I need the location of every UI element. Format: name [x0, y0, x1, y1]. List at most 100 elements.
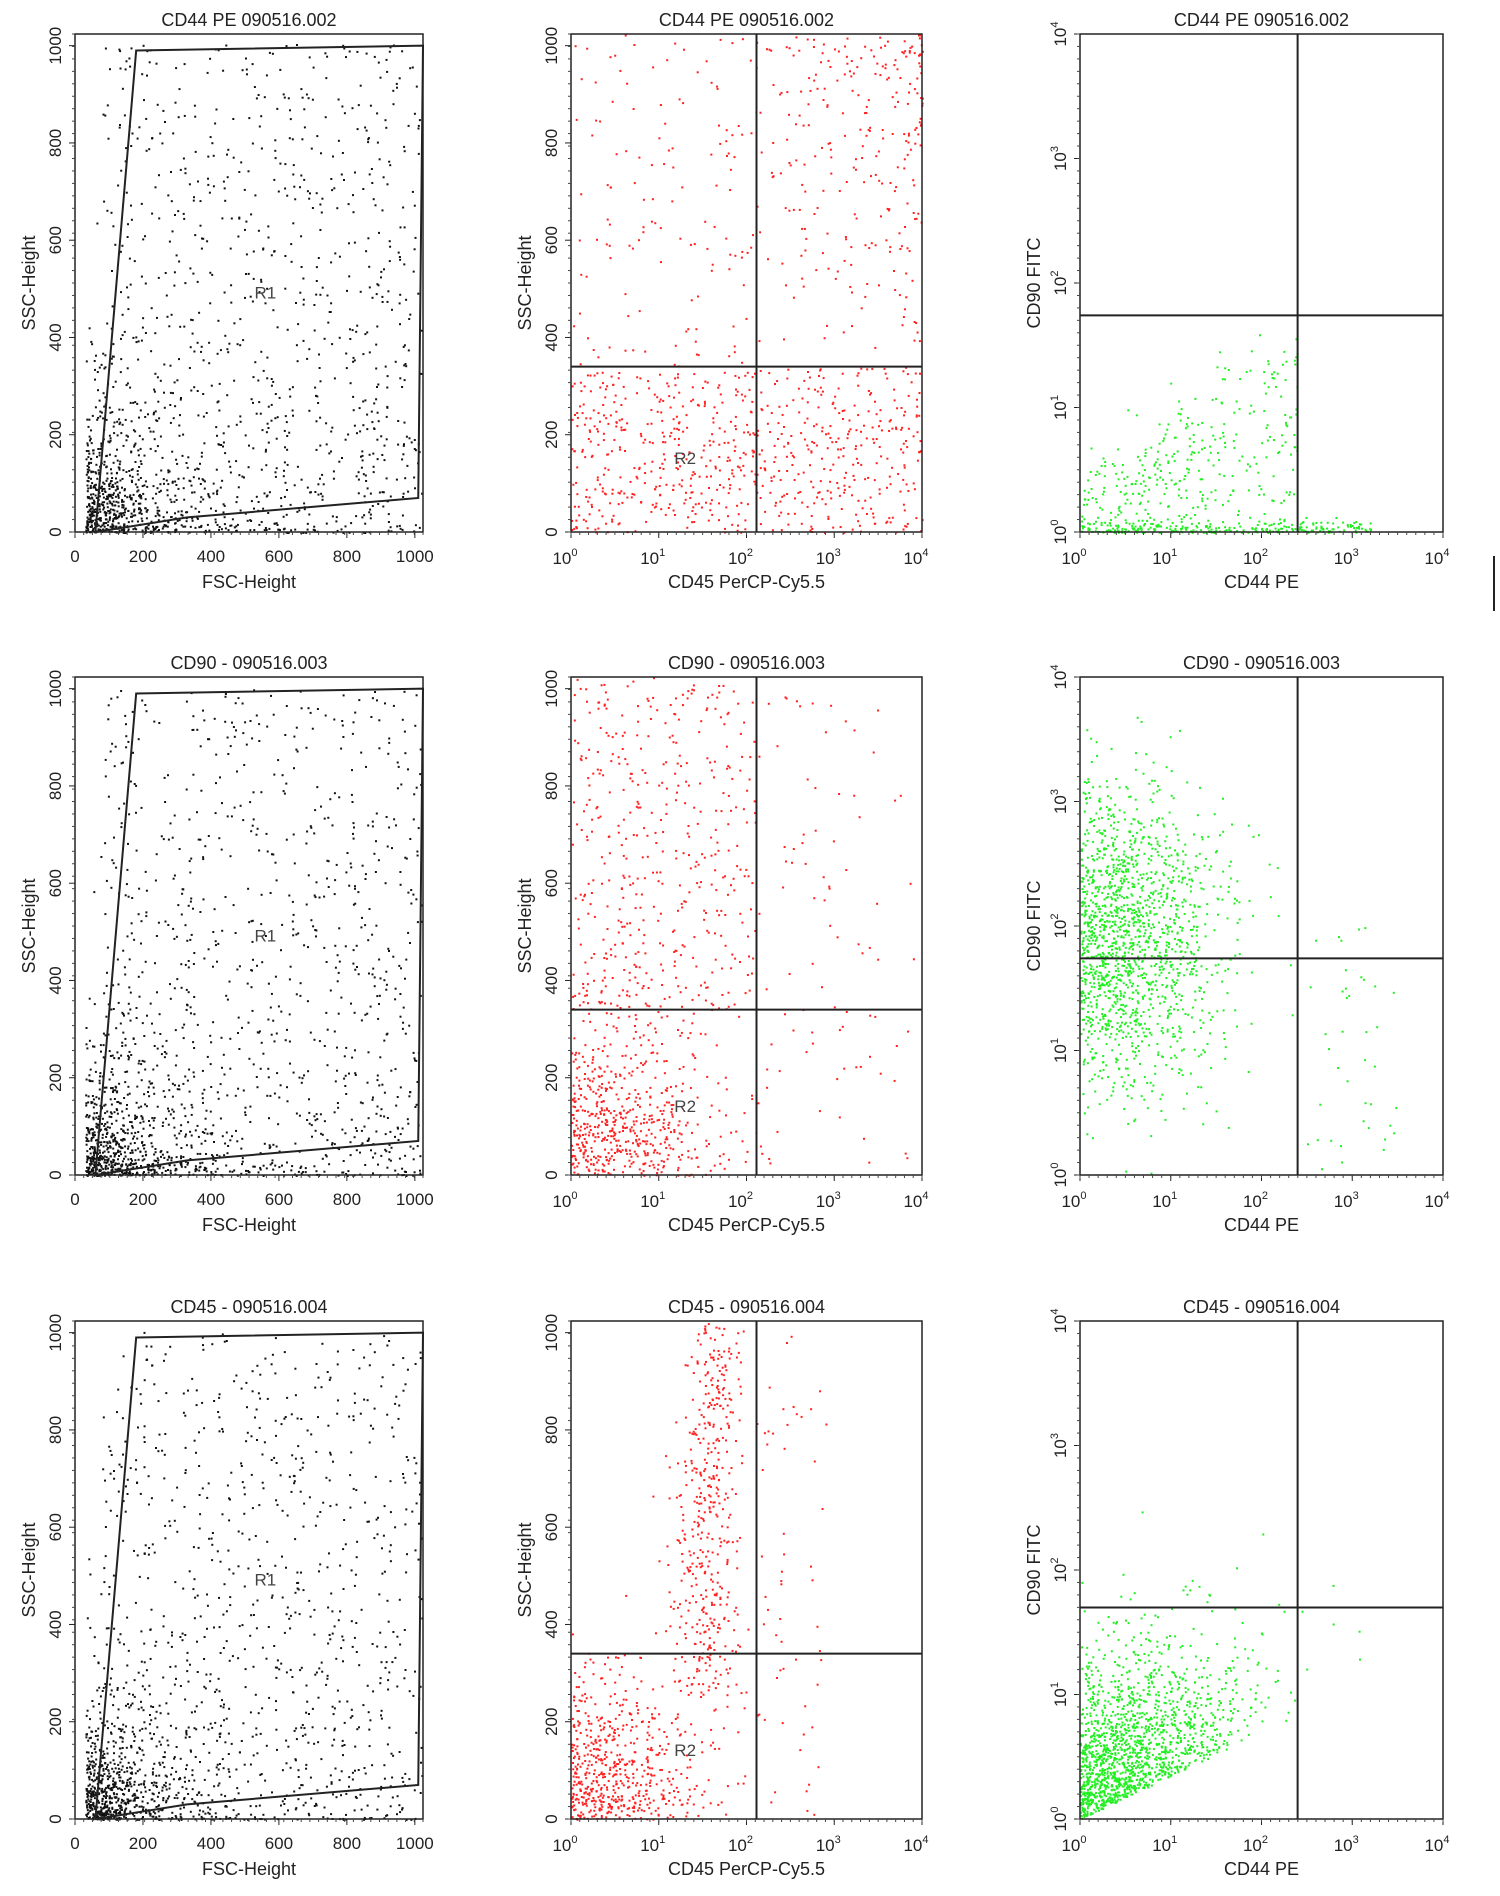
data-point: [342, 1171, 345, 1174]
data-point: [165, 294, 168, 297]
data-point: [1293, 493, 1295, 496]
data-point: [286, 435, 289, 437]
data-point: [235, 460, 238, 463]
data-point: [712, 417, 715, 420]
data-point: [349, 382, 352, 385]
data-point: [132, 528, 135, 531]
data-point: [294, 1142, 297, 1145]
data-point: [408, 437, 411, 440]
data-point: [326, 55, 329, 58]
data-point: [117, 505, 120, 508]
data-point: [89, 518, 92, 521]
data-point: [780, 433, 783, 435]
data-point: [108, 495, 111, 498]
data-point: [251, 940, 254, 943]
data-point: [821, 252, 824, 255]
data-point: [225, 1164, 228, 1167]
data-point: [315, 394, 317, 397]
data-point: [687, 328, 690, 331]
data-point: [109, 439, 112, 442]
data-point: [173, 381, 176, 384]
data-point: [267, 236, 270, 239]
data-point: [305, 746, 308, 749]
data-point: [144, 527, 147, 530]
data-point: [232, 726, 235, 728]
data-point: [170, 313, 173, 316]
data-point: [156, 445, 159, 448]
data-point: [1277, 528, 1280, 531]
data-point: [816, 207, 819, 209]
data-point: [197, 838, 200, 841]
data-point: [253, 507, 255, 510]
data-point: [660, 411, 663, 414]
data-point: [1083, 518, 1086, 521]
data-point: [821, 52, 824, 55]
data-point: [677, 373, 679, 376]
data-point: [686, 426, 689, 429]
data-point: [87, 487, 90, 490]
data-point: [90, 1146, 93, 1148]
data-point: [672, 166, 675, 169]
data-point: [215, 108, 218, 111]
data-point: [137, 478, 140, 481]
data-point: [141, 73, 144, 76]
data-point: [141, 1116, 144, 1119]
data-point: [830, 497, 833, 500]
data-point: [827, 267, 830, 270]
data-point: [276, 524, 279, 526]
data-point: [853, 404, 856, 407]
data-point: [907, 394, 910, 397]
data-point: [335, 516, 338, 519]
data-point: [900, 245, 903, 248]
data-point: [388, 1143, 391, 1146]
data-point: [886, 207, 889, 210]
data-point: [362, 353, 365, 356]
data-point: [746, 371, 749, 374]
data-point: [919, 372, 921, 375]
data-point: [900, 407, 903, 409]
data-point: [105, 1086, 108, 1089]
data-point: [158, 217, 161, 220]
data-point: [376, 995, 379, 998]
data-point: [814, 155, 817, 158]
data-point: [650, 422, 653, 425]
data-point: [260, 521, 263, 523]
data-point: [118, 1155, 120, 1157]
data-point: [137, 913, 140, 916]
data-point: [619, 69, 622, 72]
data-point: [786, 470, 789, 472]
data-point: [359, 290, 362, 293]
data-point: [170, 200, 173, 203]
data-point: [661, 462, 664, 465]
data-point: [1171, 530, 1174, 532]
data-point: [233, 1169, 236, 1172]
data-point: [918, 34, 920, 37]
data-point: [143, 99, 145, 102]
data-point: [916, 405, 919, 408]
data-point: [168, 470, 171, 473]
gate-r1[interactable]: [94, 44, 425, 534]
data-point: [909, 82, 912, 85]
data-point: [291, 1165, 294, 1168]
data-point: [652, 66, 655, 69]
data-point: [1175, 530, 1177, 533]
data-point: [93, 484, 96, 487]
data-point: [93, 485, 95, 488]
x-tick-label: 104: [1424, 547, 1449, 568]
data-point: [108, 406, 111, 409]
tick-exponent: 2: [1262, 547, 1268, 559]
data-point: [172, 132, 175, 135]
data-point: [1206, 497, 1209, 500]
data-point: [838, 494, 841, 497]
data-point: [593, 374, 596, 377]
data-point: [315, 881, 318, 884]
data-point: [247, 466, 250, 469]
data-point: [149, 1002, 152, 1005]
data-point: [185, 1133, 187, 1136]
data-point: [403, 226, 406, 229]
data-point: [133, 444, 136, 447]
data-point: [180, 510, 183, 513]
data-point: [340, 528, 343, 531]
data-point: [110, 886, 113, 889]
data-point: [1197, 469, 1200, 472]
